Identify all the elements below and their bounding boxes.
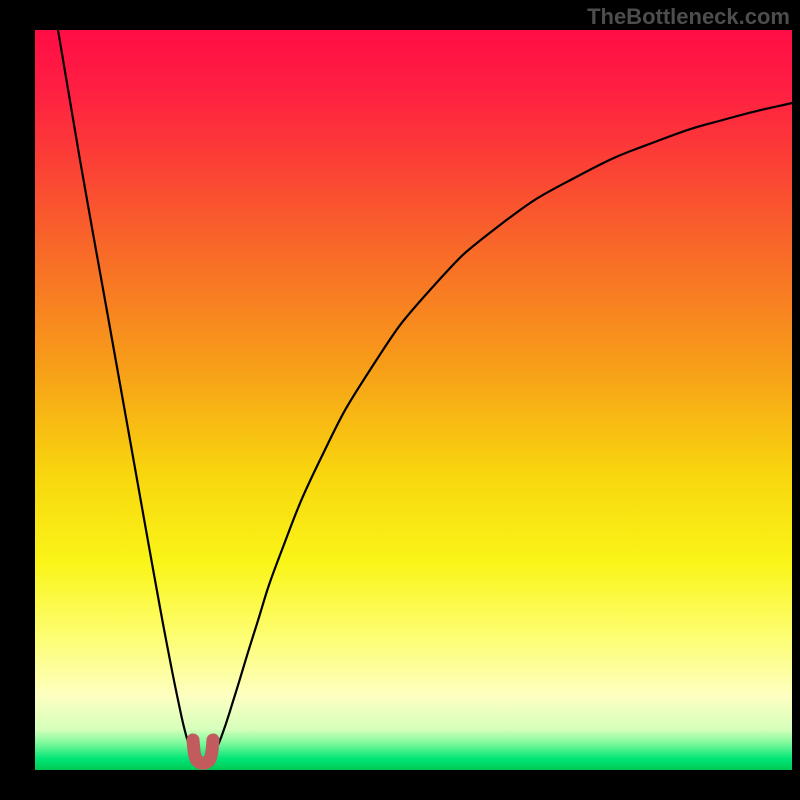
plot-area xyxy=(35,30,792,770)
chart-container: { "attribution": { "text": "TheBottlenec… xyxy=(0,0,800,800)
bottleneck-chart xyxy=(0,0,800,800)
attribution-text: TheBottleneck.com xyxy=(587,4,790,30)
